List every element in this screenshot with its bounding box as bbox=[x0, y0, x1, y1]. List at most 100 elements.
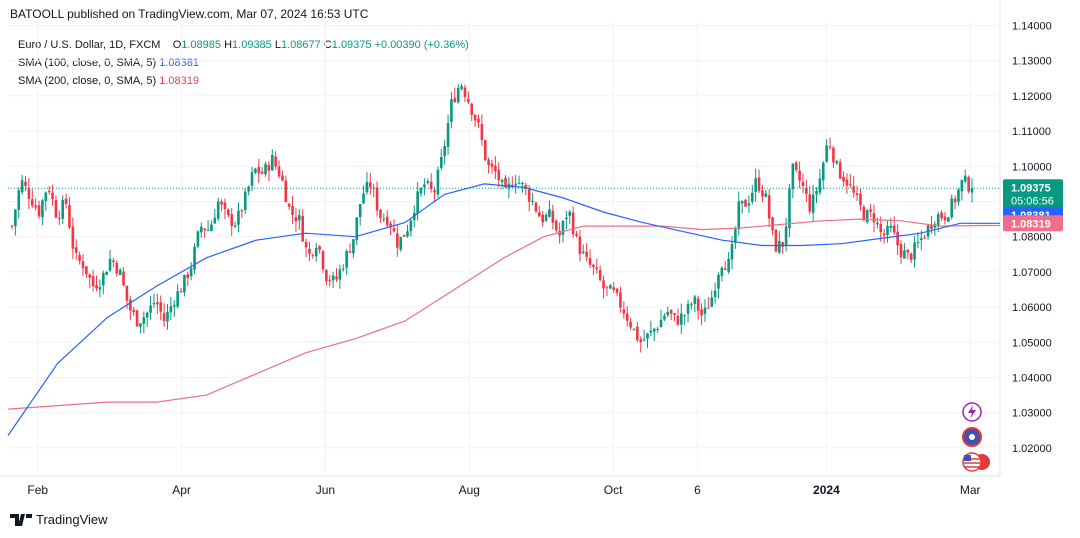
candle-body bbox=[876, 222, 879, 225]
candle-body bbox=[166, 312, 169, 322]
candle-body bbox=[149, 305, 152, 313]
candle-body bbox=[652, 328, 656, 332]
candle-body bbox=[409, 220, 413, 232]
candle-body bbox=[663, 315, 666, 320]
sma200-value: 1.08319 bbox=[159, 75, 199, 87]
candle-body bbox=[24, 181, 27, 186]
sma200-row[interactable]: SMA (200, close, 0, SMA, 5) 1.08319 bbox=[18, 72, 469, 90]
candle-body bbox=[139, 323, 142, 328]
candle-body bbox=[213, 217, 217, 224]
candle-body bbox=[74, 247, 78, 253]
candle-body bbox=[953, 198, 957, 203]
x-tick-label: 6 bbox=[694, 483, 701, 497]
y-tick-label: 1.11000 bbox=[1012, 126, 1051, 138]
y-tick-label: 1.07000 bbox=[1012, 267, 1052, 279]
candle-body bbox=[162, 313, 166, 322]
candle-body bbox=[497, 169, 501, 181]
candle-body bbox=[947, 217, 950, 222]
candle-body bbox=[791, 163, 795, 189]
y-tick-label: 1.10000 bbox=[1012, 161, 1052, 173]
candle-body bbox=[835, 160, 839, 164]
candle-body bbox=[172, 305, 176, 307]
close-value: 1.09375 bbox=[331, 39, 372, 51]
y-tick-label: 1.13000 bbox=[1012, 56, 1052, 68]
candle-body bbox=[281, 175, 284, 181]
candle-body bbox=[754, 178, 757, 192]
candle-body bbox=[51, 192, 54, 199]
candle-body bbox=[254, 168, 257, 173]
candle-body bbox=[585, 251, 588, 257]
sma100-row[interactable]: SMA (100, close, 0, SMA, 5) 1.08381 bbox=[18, 54, 469, 72]
candle-body bbox=[913, 242, 916, 260]
candle-body bbox=[81, 261, 85, 269]
candle-body bbox=[68, 205, 71, 228]
candle-body bbox=[189, 268, 193, 277]
candle-body bbox=[58, 217, 61, 219]
candle-body bbox=[108, 258, 112, 271]
candle-body bbox=[808, 194, 812, 212]
candle-body bbox=[358, 204, 362, 218]
candle-body bbox=[436, 169, 440, 195]
candle-body bbox=[362, 193, 365, 204]
candle-body bbox=[865, 210, 869, 223]
candle-body bbox=[494, 165, 497, 172]
candle-body bbox=[531, 201, 534, 203]
candle-body bbox=[450, 99, 453, 123]
sma200-line bbox=[7, 218, 1000, 410]
candle-body bbox=[612, 287, 615, 290]
candle-body bbox=[957, 189, 960, 202]
candle-body bbox=[764, 193, 768, 197]
candle-body bbox=[906, 249, 910, 253]
candle-body bbox=[375, 187, 379, 211]
candle-body bbox=[304, 241, 308, 248]
candle-body bbox=[14, 209, 17, 227]
candle-body bbox=[622, 309, 626, 314]
candle-body bbox=[872, 213, 876, 223]
candle-body bbox=[541, 214, 545, 223]
candle-body bbox=[588, 258, 592, 265]
y-tick-label: 1.12000 bbox=[1012, 91, 1052, 103]
candle-body bbox=[524, 185, 528, 189]
candle-body bbox=[943, 216, 947, 221]
symbol-label[interactable]: Euro / U.S. Dollar, 1D, FXCM bbox=[18, 39, 161, 51]
candle-body bbox=[592, 264, 595, 267]
candle-body bbox=[30, 199, 34, 206]
candle-body bbox=[176, 291, 179, 307]
candle-body bbox=[274, 156, 277, 167]
candle-body bbox=[10, 225, 14, 227]
candle-body bbox=[778, 240, 781, 253]
candle-body bbox=[453, 98, 457, 102]
candle-body bbox=[849, 184, 852, 186]
candle-body bbox=[20, 180, 24, 193]
candle-body bbox=[341, 268, 345, 270]
ohlc-row: Euro / U.S. Dollar, 1D, FXCM O1.08985 H1… bbox=[18, 36, 469, 54]
candle-body bbox=[527, 189, 531, 202]
candle-body bbox=[365, 181, 369, 193]
candle-body bbox=[923, 237, 926, 239]
x-tick-label: Jun bbox=[316, 483, 335, 497]
candle-body bbox=[125, 285, 129, 301]
candle-body bbox=[713, 290, 717, 297]
candle-body bbox=[811, 194, 815, 213]
candle-body bbox=[534, 202, 538, 212]
candle-body bbox=[379, 209, 382, 218]
candle-body bbox=[426, 180, 430, 183]
candle-body bbox=[936, 214, 940, 226]
candle-body bbox=[781, 242, 785, 247]
candle-body bbox=[250, 172, 254, 186]
candle-body bbox=[903, 250, 906, 259]
candle-body bbox=[416, 191, 419, 214]
candle-body bbox=[115, 262, 119, 274]
candle-body bbox=[581, 251, 585, 253]
candle-body bbox=[571, 212, 575, 235]
candle-body bbox=[737, 201, 741, 230]
candle-body bbox=[845, 179, 849, 186]
candle-body bbox=[159, 302, 163, 312]
candle-body bbox=[193, 246, 196, 270]
candle-body bbox=[463, 87, 467, 98]
candle-body bbox=[744, 199, 747, 207]
candle-body bbox=[385, 216, 389, 226]
candle-body bbox=[101, 273, 105, 286]
y-tick-label: 1.14000 bbox=[1012, 21, 1052, 33]
